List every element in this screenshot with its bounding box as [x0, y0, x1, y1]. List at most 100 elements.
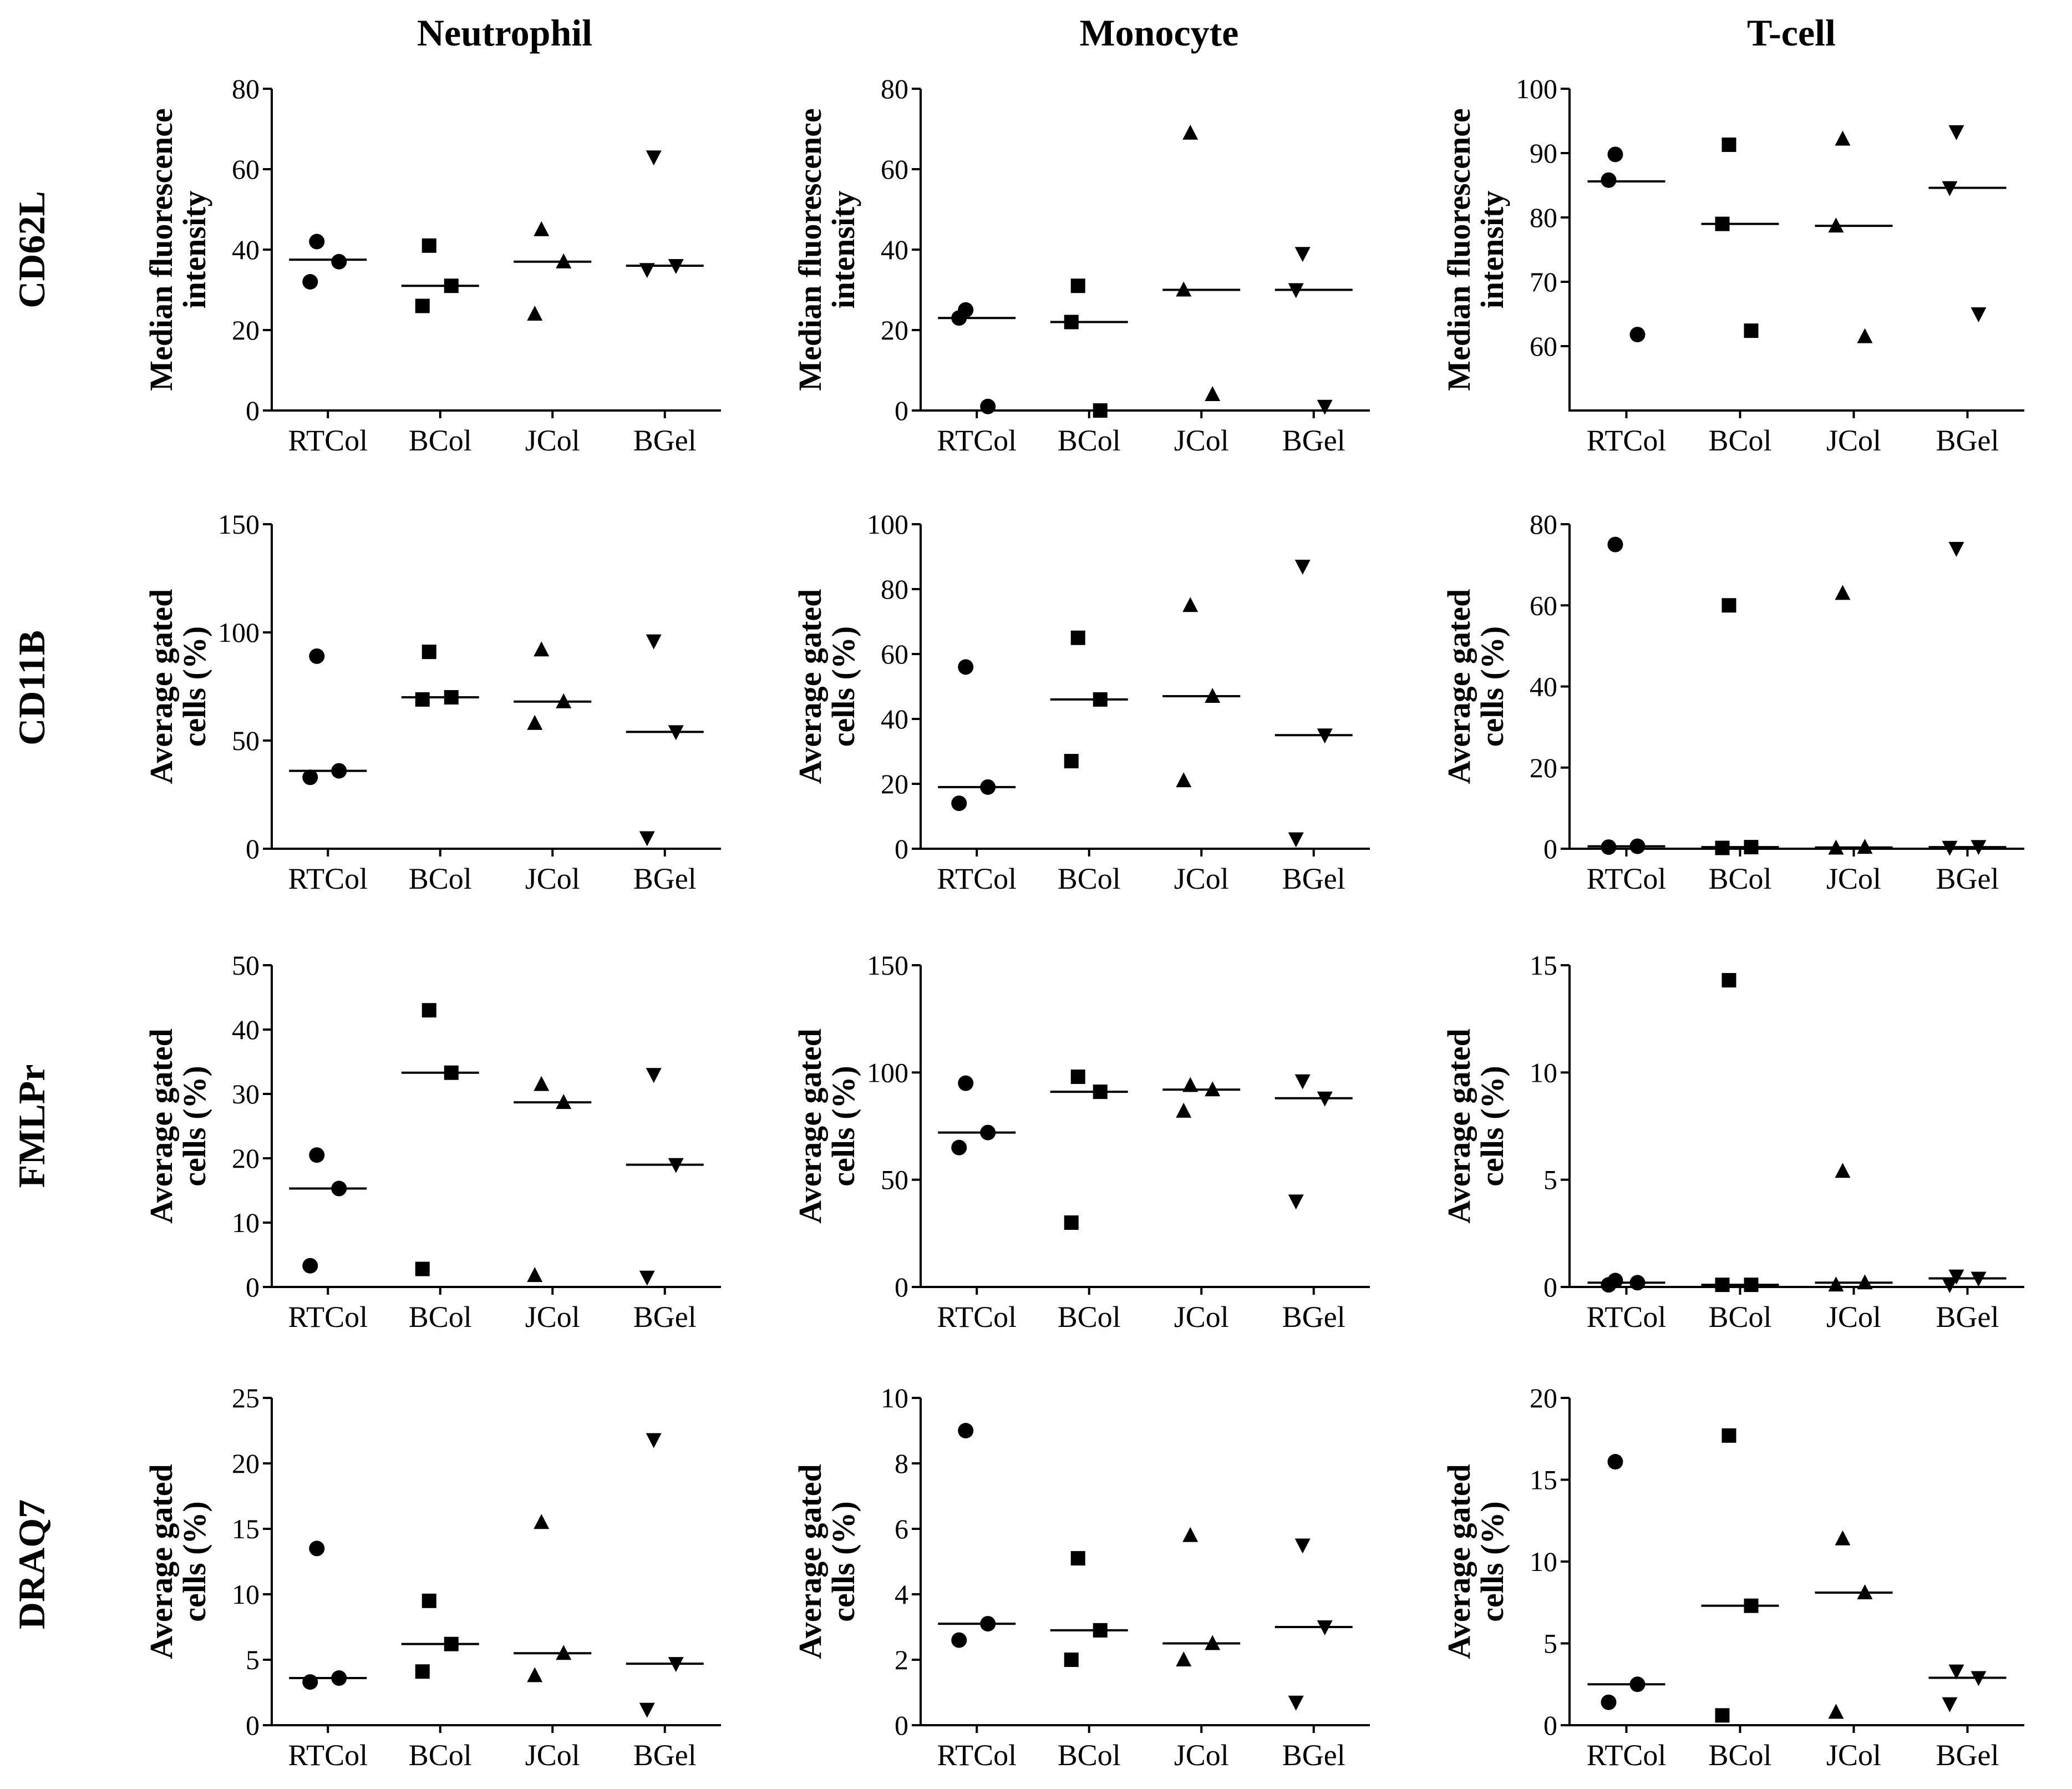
y-axis-label-line-2: intensity	[825, 191, 861, 309]
data-point-jcol	[534, 1076, 550, 1091]
data-point-rtcol	[1629, 1275, 1646, 1291]
data-point-jcol	[1835, 585, 1851, 600]
data-point-jcol	[1835, 1530, 1851, 1545]
x-tick-label-bcol: BCol	[409, 1739, 472, 1772]
y-tick-label: 8	[895, 1448, 908, 1479]
x-tick-label-jcol: JCol	[525, 424, 580, 457]
row-title-draq7: DRAQ7	[11, 1499, 53, 1629]
data-point-bcol	[1715, 840, 1730, 855]
y-tick-label: 60	[881, 154, 908, 185]
x-tick-label-bcol: BCol	[1708, 1739, 1771, 1772]
y-tick-label: 80	[881, 574, 908, 605]
data-point-jcol	[1176, 1651, 1192, 1666]
data-point-bgel	[1288, 1194, 1304, 1210]
y-tick-label: 0	[246, 1710, 260, 1741]
data-point-bgel	[639, 263, 655, 278]
data-point-jcol	[556, 693, 572, 708]
x-tick-label-rtcol: RTCol	[288, 862, 368, 895]
x-tick-label-jcol: JCol	[1174, 862, 1229, 895]
column-title-neutrophil: Neutrophil	[417, 12, 592, 54]
data-point-bcol	[1715, 1708, 1730, 1723]
data-point-bgel	[1294, 1074, 1311, 1089]
data-point-bgel	[639, 831, 655, 847]
data-point-jcol	[1182, 1077, 1198, 1092]
y-tick-label: 0	[1543, 833, 1557, 864]
data-point-bcol	[421, 645, 436, 660]
data-point-rtcol	[958, 1423, 974, 1438]
x-tick-label-rtcol: RTCol	[1587, 1300, 1667, 1334]
data-point-bcol	[1064, 1653, 1079, 1667]
data-point-bcol	[1715, 1278, 1730, 1293]
data-point-bgel	[1942, 181, 1958, 196]
y-tick-label: 0	[1543, 1271, 1557, 1303]
data-point-bcol	[1093, 692, 1108, 707]
y-tick-label: 25	[232, 1382, 260, 1413]
data-point-bcol	[415, 298, 430, 313]
y-tick-label: 60	[1530, 590, 1557, 621]
data-point-bcol	[1721, 1428, 1736, 1443]
y-tick-label: 20	[1530, 1382, 1557, 1413]
x-tick-label-bcol: BCol	[1708, 424, 1771, 457]
data-point-bgel	[1317, 728, 1333, 744]
y-tick-label: 100	[218, 617, 260, 648]
y-tick-label: 40	[881, 703, 908, 734]
data-point-rtcol	[1607, 536, 1623, 553]
data-point-bcol	[415, 1261, 430, 1276]
data-point-bgel	[639, 1270, 655, 1286]
data-point-bcol	[1070, 1551, 1085, 1566]
data-point-rtcol	[951, 1632, 967, 1648]
y-tick-label: 80	[232, 73, 260, 104]
data-point-rtcol	[1629, 1676, 1646, 1692]
y-tick-label: 20	[232, 1448, 260, 1479]
x-tick-label-rtcol: RTCol	[937, 862, 1017, 895]
x-tick-label-jcol: JCol	[1826, 424, 1881, 457]
x-tick-label-jcol: JCol	[1826, 862, 1881, 895]
y-axis-label-line-1: Average gated	[1441, 1464, 1477, 1659]
y-tick-label: 0	[895, 833, 908, 864]
data-point-jcol	[1182, 1527, 1198, 1542]
x-tick-label-jcol: JCol	[1174, 424, 1229, 457]
data-point-jcol	[1182, 597, 1198, 612]
data-point-jcol	[1176, 1102, 1192, 1118]
x-tick-label-bgel: BGel	[1282, 424, 1345, 457]
y-axis-label-line-1: Average gated	[1441, 1028, 1477, 1224]
y-tick-label: 80	[1530, 202, 1557, 233]
data-point-bcol	[444, 690, 459, 705]
data-point-rtcol	[309, 1147, 325, 1163]
x-tick-label-bgel: BGel	[633, 424, 697, 457]
x-tick-label-rtcol: RTCol	[1587, 1739, 1667, 1772]
y-axis-label-line-1: Average gated	[792, 1464, 828, 1659]
data-point-jcol	[1176, 281, 1192, 297]
y-tick-label: 40	[1530, 671, 1557, 702]
x-tick-label-bcol: BCol	[409, 424, 472, 457]
x-tick-label-rtcol: RTCol	[1587, 424, 1667, 457]
data-point-jcol	[1828, 1276, 1844, 1292]
data-point-rtcol	[951, 310, 967, 326]
data-point-bgel	[1294, 1538, 1311, 1554]
x-tick-label-bcol: BCol	[1058, 424, 1121, 457]
data-point-bcol	[1744, 840, 1759, 855]
y-tick-label: 0	[895, 1271, 908, 1303]
data-point-rtcol	[302, 769, 318, 785]
data-point-rtcol	[980, 398, 996, 414]
y-tick-label: 60	[881, 638, 908, 670]
y-tick-label: 20	[232, 1143, 260, 1174]
data-point-bgel	[1971, 840, 1987, 855]
y-tick-label: 0	[895, 395, 908, 426]
y-tick-label: 0	[1543, 1710, 1557, 1741]
y-tick-label: 60	[1530, 331, 1557, 362]
data-point-bgel	[1942, 840, 1958, 856]
data-point-bgel	[1971, 1271, 1987, 1287]
data-point-bcol	[444, 1636, 459, 1651]
data-point-bgel	[668, 1657, 684, 1673]
y-tick-label: 4	[895, 1579, 908, 1610]
data-point-bgel	[1942, 1278, 1958, 1294]
data-point-bgel	[646, 150, 662, 166]
y-tick-label: 70	[1530, 266, 1557, 297]
